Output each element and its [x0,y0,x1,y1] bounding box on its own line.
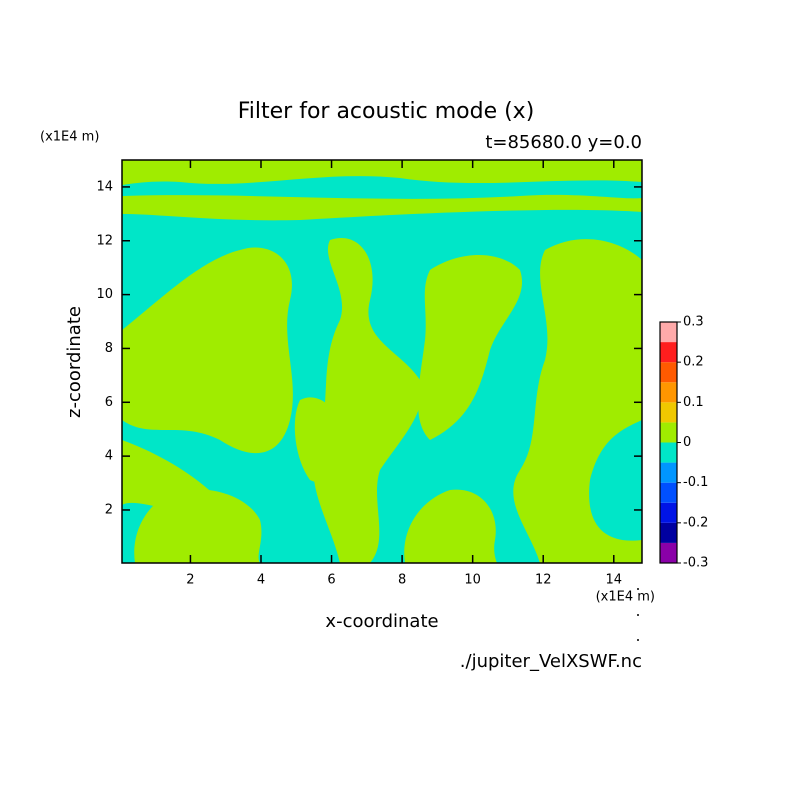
x-tick-label: 8 [398,573,406,588]
chart-subtitle: t=85680.0 y=0.0 [485,132,642,153]
x-tick-label: 4 [257,573,265,588]
y-tick-label: 8 [105,341,113,356]
field-region [294,397,346,483]
x-tick-label: 12 [535,573,552,588]
y-tick-label: 10 [96,287,113,302]
colorbar-box [660,482,677,503]
field-region [122,247,293,454]
colorbar-box [660,322,677,343]
chart-title: Filter for acoustic mode (x) [238,99,535,124]
x-tick-label: 2 [186,573,194,588]
x-tick-label: 14 [606,573,623,588]
x-axis-label: x-coordinate [325,611,438,632]
colorbar-tick-label: 0 [683,435,691,450]
colorbar-tick-label: 0.3 [683,315,704,330]
colorbar-box [660,502,677,523]
field-region [122,194,642,221]
field-region [418,255,523,440]
dot [637,588,639,590]
y-axis-label: z-coordinate [64,306,85,418]
colorbar-tick-label: -0.3 [683,556,708,571]
colorbar-box [660,342,677,363]
field-region [122,440,222,515]
axes: 2 4 6 8 10 12 14 2 4 6 8 10 12 14 [96,160,642,588]
y-tick-label: 4 [105,449,113,464]
colorbar-box [660,362,677,383]
colorbar-box [660,422,677,443]
y-tick-label: 14 [96,179,113,194]
field-region [513,239,642,563]
y-tick-label: 2 [105,502,113,517]
colorbar-box [660,522,677,543]
y-unit: (x1E4 m) [40,130,99,145]
plot-frame [121,159,643,564]
dot [637,614,639,616]
field-region [122,160,642,185]
x-unit: (x1E4 m) [596,590,655,605]
colorbar-tick-label: -0.2 [683,515,708,530]
y-tick-label: 6 [105,395,113,410]
colorbar-tick-label: -0.1 [683,475,708,490]
x-tick-label: 10 [464,573,481,588]
dot [637,639,639,641]
contour-field [122,160,642,563]
field-region [313,238,422,563]
colorbar-box [660,382,677,403]
colorbar-box [660,402,677,423]
colorbar-box [660,542,677,563]
field-region [404,489,497,563]
colorbar-tick-label: 0.2 [683,355,704,370]
source-file: ./jupiter_VelXSWF.nc [460,651,642,672]
colorbar-box [660,442,677,463]
colorbar-tick-label: 0.1 [683,395,704,410]
colorbar-box [660,462,677,483]
y-tick-label: 12 [96,233,113,248]
x-tick-label: 6 [327,573,335,588]
